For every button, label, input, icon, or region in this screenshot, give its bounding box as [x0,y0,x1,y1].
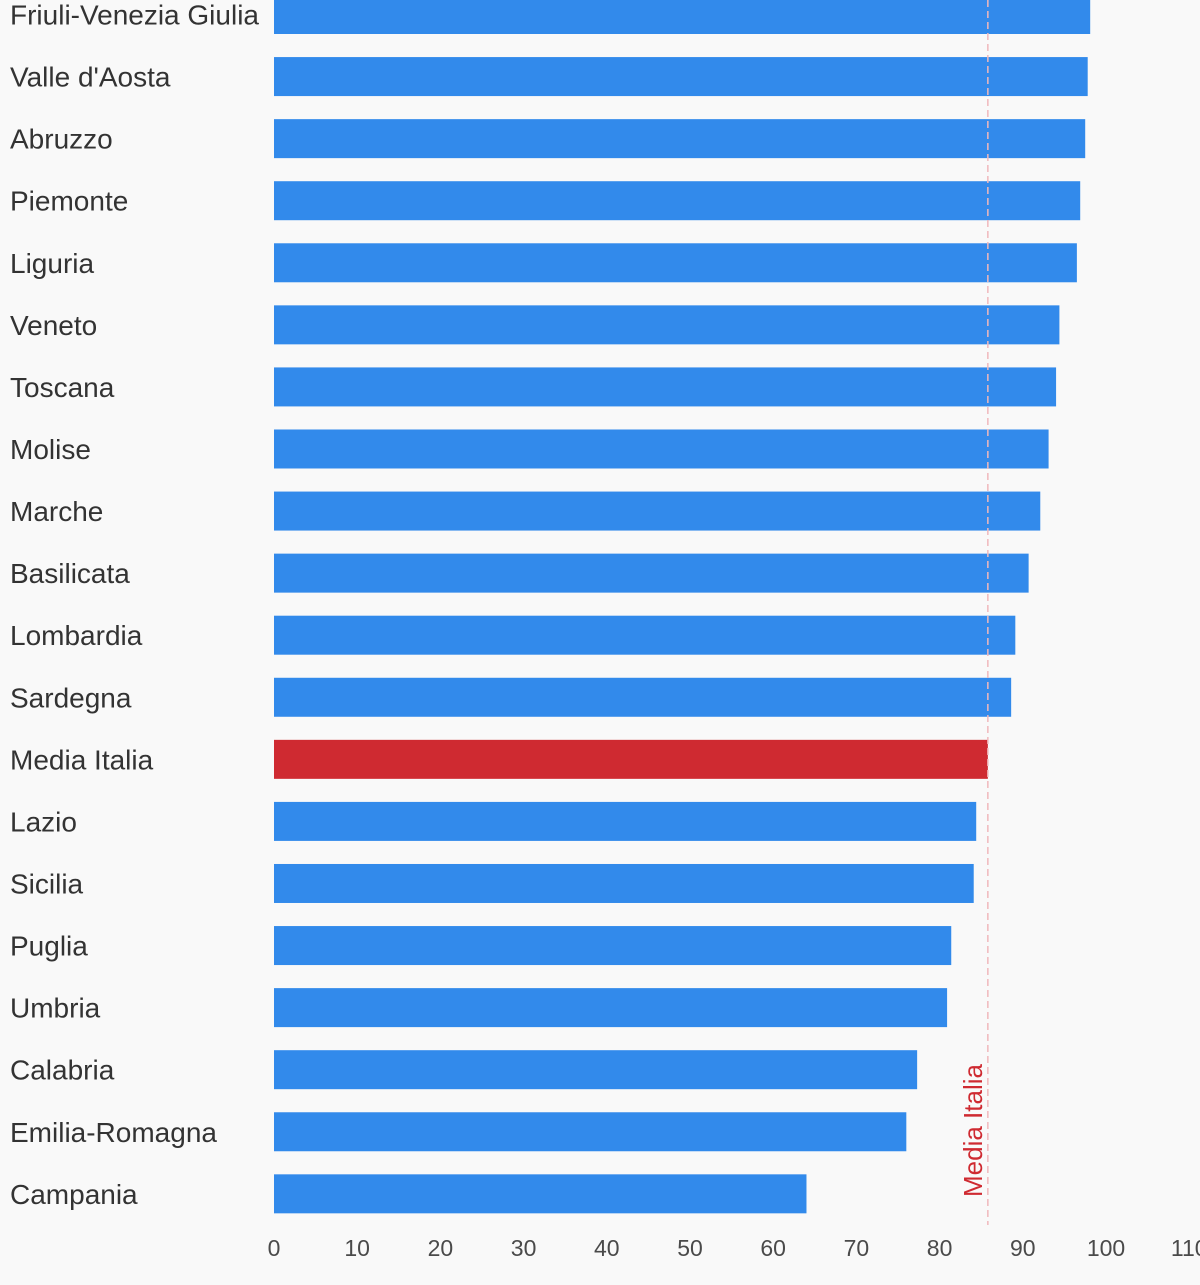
category-label: Lazio [10,806,77,837]
category-label: Calabria [10,1055,115,1086]
x-tick-label: 80 [927,1235,953,1261]
x-tick-label: 0 [268,1235,281,1261]
bar [274,305,1060,345]
category-label: Piemonte [10,186,128,217]
category-label: Umbria [10,993,101,1024]
average-bar [274,739,988,779]
reference-line-label: Media Italia [958,1064,988,1197]
bar [274,1174,807,1214]
category-label: Campania [10,1179,138,1210]
category-label: Liguria [10,248,94,279]
category-label: Valle d'Aosta [10,62,171,93]
bar [274,553,1029,593]
bar [274,1050,918,1090]
category-label: Toscana [10,372,115,403]
category-label: Friuli-Venezia Giulia [10,0,259,31]
x-tick-label: 110 [1171,1235,1200,1261]
bar [274,926,952,966]
category-label: Emilia-Romagna [10,1117,217,1148]
category-label: Lombardia [10,620,143,651]
category-label: Molise [10,434,91,465]
bar [274,181,1081,221]
bar [274,863,974,903]
bar [274,615,1016,655]
category-label: Abruzzo [10,124,113,155]
x-tick-label: 100 [1087,1235,1125,1261]
bar [274,988,948,1028]
bar [274,801,977,841]
category-label: Veneto [10,310,97,341]
x-tick-label: 60 [760,1235,786,1261]
x-tick-label: 30 [511,1235,537,1261]
category-label: Puglia [10,931,88,962]
category-label: Marche [10,496,103,527]
x-tick-label: 90 [1010,1235,1036,1261]
bar [274,677,1012,717]
bar [274,0,1091,34]
bar [274,429,1049,469]
bar [274,243,1077,283]
x-tick-label: 70 [844,1235,870,1261]
category-label: Media Italia [10,744,154,775]
bar [274,367,1057,407]
bar [274,57,1088,97]
bar [274,1112,907,1152]
x-tick-label: 40 [594,1235,620,1261]
category-label: Sardegna [10,682,132,713]
bar [274,491,1041,531]
category-label: Sicilia [10,868,84,899]
bar [274,119,1086,159]
x-tick-label: 20 [428,1235,454,1261]
x-tick-label: 10 [344,1235,370,1261]
x-tick-label: 50 [677,1235,703,1261]
category-label: Basilicata [10,558,130,589]
